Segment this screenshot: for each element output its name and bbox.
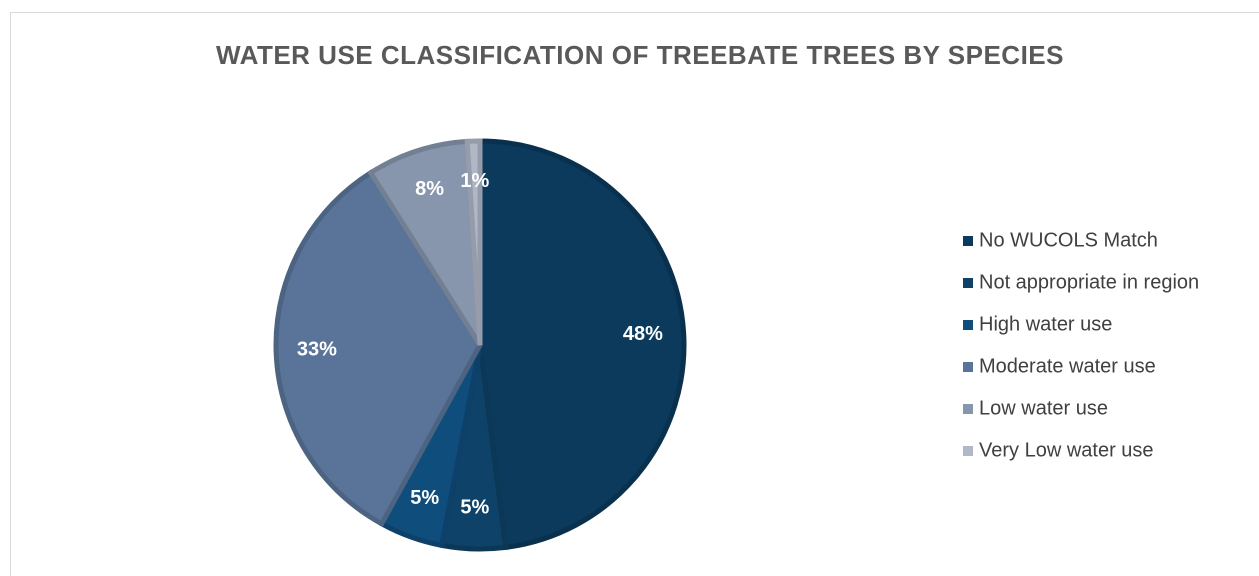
legend-label: Moderate water use bbox=[979, 355, 1156, 377]
pie-slice bbox=[273, 169, 483, 528]
pie-slice bbox=[464, 138, 483, 346]
legend-label: No WUCOLS Match bbox=[979, 229, 1158, 251]
data-label: 1% bbox=[460, 170, 489, 192]
data-label: 48% bbox=[623, 323, 663, 345]
data-label: 5% bbox=[460, 496, 489, 518]
data-label: 8% bbox=[415, 178, 444, 200]
legend-swatch bbox=[963, 236, 973, 246]
legend-label: High water use bbox=[979, 313, 1112, 335]
legend-swatch bbox=[963, 362, 973, 372]
legend-swatch bbox=[963, 404, 973, 414]
data-label: 33% bbox=[297, 338, 337, 360]
legend-label: Very Low water use bbox=[979, 439, 1154, 461]
legend-label: Low water use bbox=[979, 397, 1108, 419]
data-label: 5% bbox=[410, 487, 439, 509]
legend-swatch bbox=[963, 320, 973, 330]
pie-slice bbox=[477, 138, 687, 551]
legend-swatch bbox=[963, 446, 973, 456]
chart-title: WATER USE CLASSIFICATION OF TREEBATE TRE… bbox=[216, 40, 1064, 70]
legend-swatch bbox=[963, 278, 973, 288]
legend-label: Not appropriate in region bbox=[979, 271, 1199, 293]
chart-frame bbox=[10, 12, 1259, 576]
